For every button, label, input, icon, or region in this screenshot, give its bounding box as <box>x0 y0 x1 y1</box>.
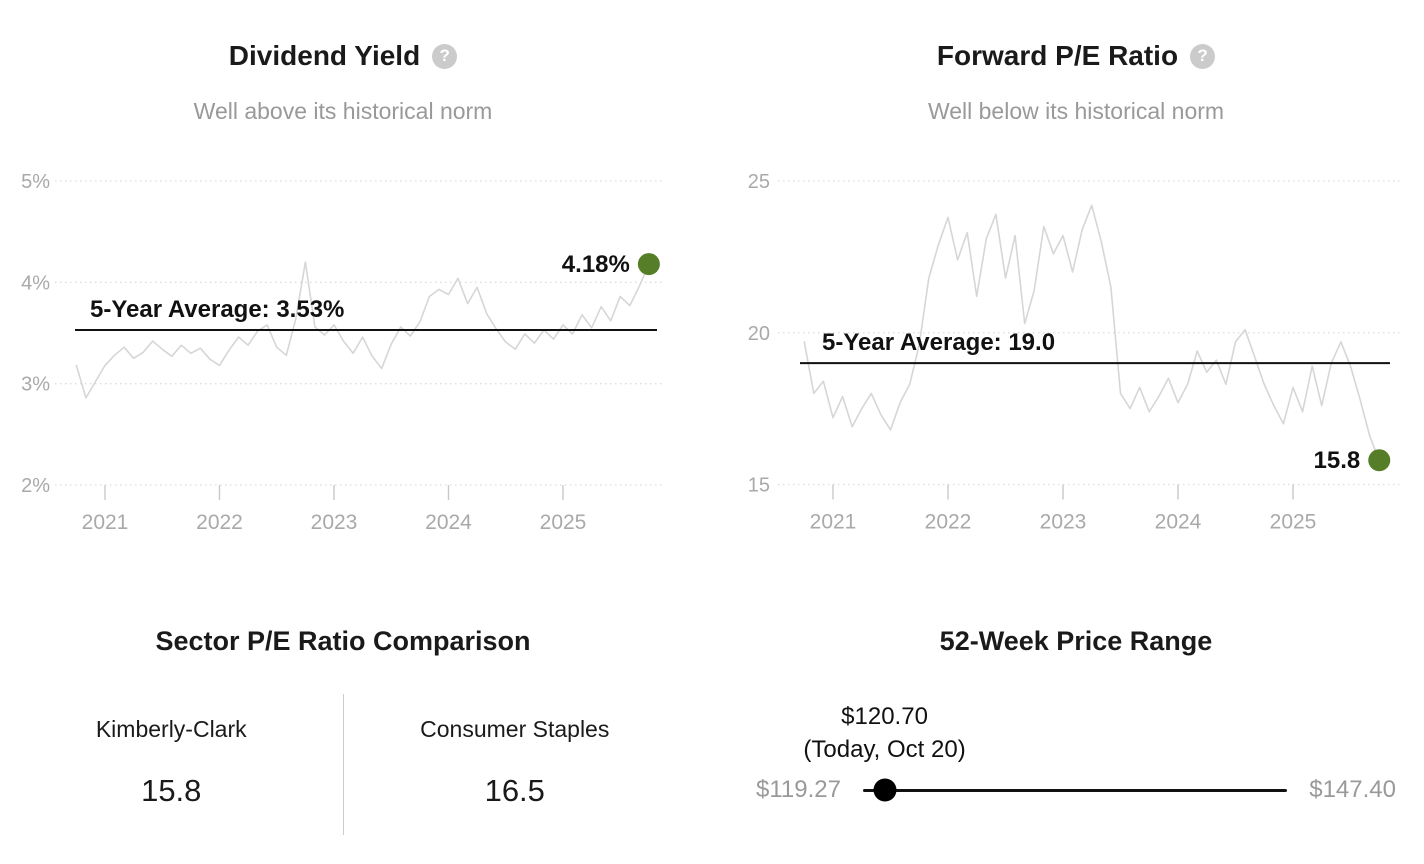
sector-name-label: Consumer Staples <box>420 716 610 742</box>
data-series-line <box>75 261 650 399</box>
forward-pe-header: Forward P/E Ratio ? Well below its histo… <box>728 40 1424 124</box>
range-high-label: $147.40 <box>1309 776 1396 803</box>
average-label: 5-Year Average: 19.0 <box>822 329 1055 356</box>
current-value-label: 15.8 <box>1314 447 1361 474</box>
price-range-slider: $119.27 $147.40 <box>756 776 1396 804</box>
range-track <box>862 778 1288 802</box>
price-range-area: $120.70 (Today, Oct 20) $119.27 $147.40 <box>728 664 1424 864</box>
x-axis-label: 2024 <box>425 511 472 534</box>
y-axis-label: 4% <box>21 272 50 294</box>
y-axis-label: 15 <box>748 475 770 497</box>
range-thumb <box>873 778 897 802</box>
x-axis-label: 2021 <box>82 511 129 534</box>
y-axis-label: 25 <box>748 171 770 193</box>
valuation-dashboard: { "colors": { "accent_green": "#567d28",… <box>0 40 1424 835</box>
sector-col-company: Kimberly-Clark 15.8 <box>0 694 343 835</box>
current-value-dot <box>1368 449 1391 472</box>
x-axis-label: 2022 <box>925 511 972 534</box>
range-low-label: $119.27 <box>756 776 841 803</box>
current-value-label: 4.18% <box>562 251 630 278</box>
vertical-divider <box>342 694 344 835</box>
x-axis-label: 2025 <box>1270 511 1317 534</box>
sector-pe-comparison-title: Sector P/E Ratio Comparison <box>155 626 531 656</box>
help-icon[interactable]: ? <box>432 43 458 69</box>
dividend-yield-header: Dividend Yield ? Well above its historic… <box>0 40 686 124</box>
sector-pe-value: 16.5 <box>484 773 545 808</box>
forward-pe-chart: 25 20 15 2021 2022 2023 2024 2025 5-Year Average… <box>748 171 1400 534</box>
x-axis-label: 2023 <box>1040 511 1087 534</box>
forward-pe-subtitle: Well below its historical norm <box>927 98 1225 124</box>
current-price-value: $120.70 <box>841 703 928 730</box>
current-price-date: (Today, Oct 20) <box>803 736 966 763</box>
company-name-label: Kimberly-Clark <box>95 716 247 742</box>
dividend-yield-chart: 5% 4% 3% 2% 2021 2022 2023 2024 2025 5-Year Avera… <box>21 171 662 534</box>
x-axis-label: 2023 <box>311 511 358 534</box>
current-price-label: $120.70 (Today, Oct 20) <box>803 700 965 766</box>
current-value-dot <box>637 253 660 276</box>
x-axis-label: 2024 <box>1155 511 1202 534</box>
dividend-yield-title: Dividend Yield <box>228 40 421 71</box>
x-axis-label: 2025 <box>540 511 587 534</box>
help-icon[interactable]: ? <box>1190 43 1216 69</box>
x-axis-label: 2022 <box>196 511 243 534</box>
price-range-title: 52-Week Price Range <box>939 626 1213 656</box>
x-axis-label: 2021 <box>810 511 857 534</box>
y-axis-label: 20 <box>748 323 770 345</box>
forward-pe-title: Forward P/E Ratio <box>936 40 1179 71</box>
company-pe-value: 15.8 <box>141 773 202 808</box>
y-axis-label: 5% <box>21 171 50 193</box>
y-axis-label: 3% <box>21 374 50 396</box>
y-axis-label: 2% <box>21 475 50 497</box>
average-label: 5-Year Average: 3.53% <box>90 296 344 323</box>
price-range-panel: 52-Week Price Range $120.70 (Today, Oct … <box>728 608 1424 864</box>
dividend-yield-subtitle: Well above its historical norm <box>193 98 493 124</box>
data-series-line <box>803 204 1381 462</box>
sector-pe-comparison-panel: Sector P/E Ratio Comparison Kimberly-Cla… <box>0 608 686 835</box>
sector-col-sector: Consumer Staples 16.5 <box>344 694 687 835</box>
